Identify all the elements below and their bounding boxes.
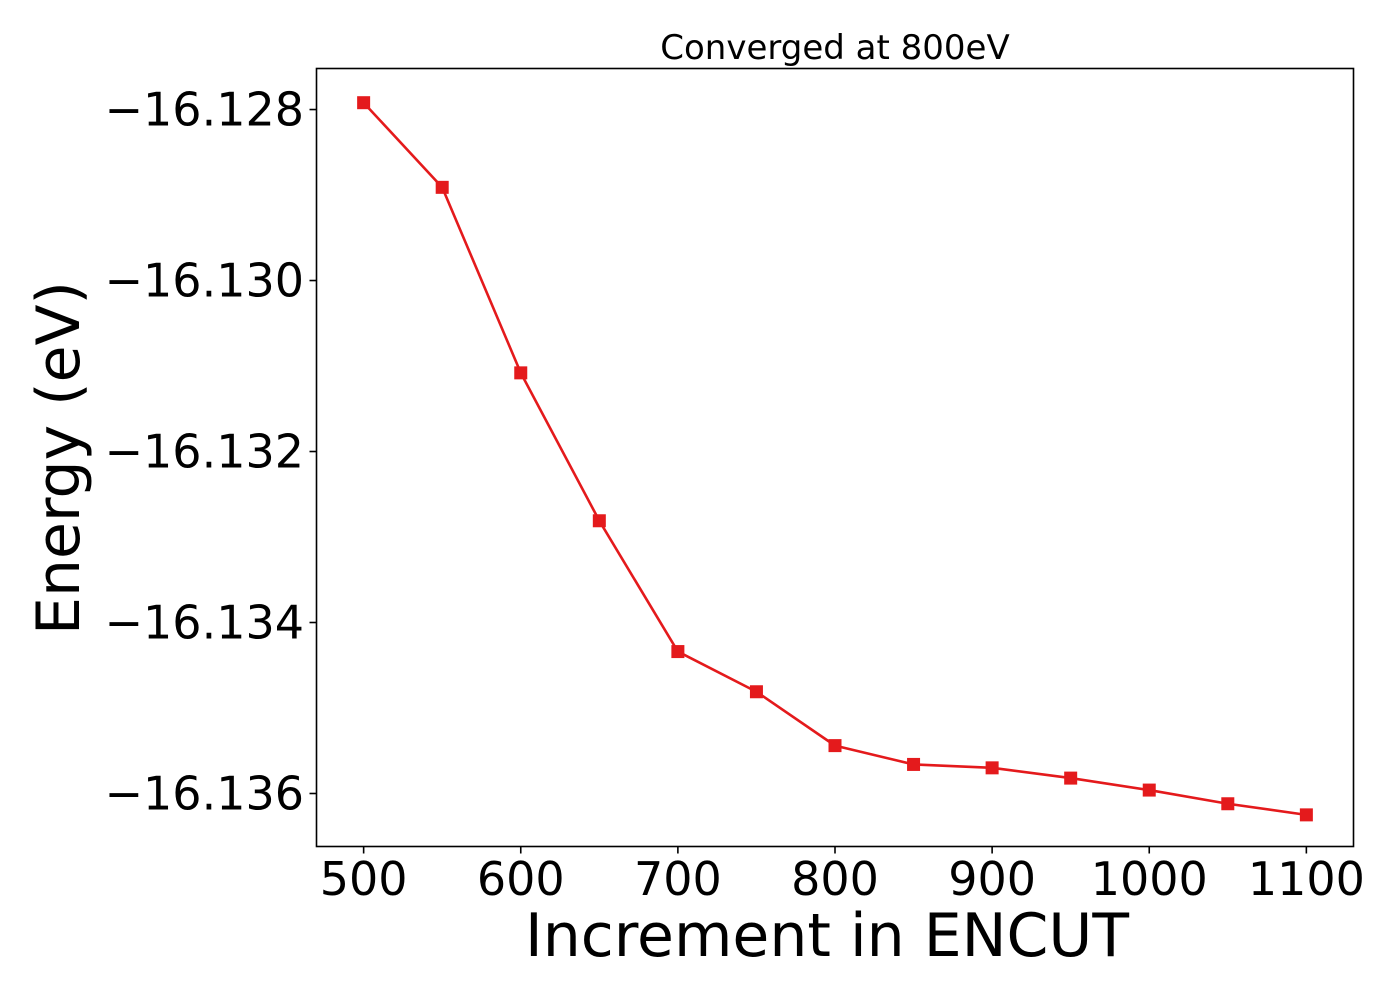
x-tick-label: 600 bbox=[477, 852, 565, 906]
x-axis-label: Increment in ENCUT bbox=[525, 901, 1129, 971]
data-point-marker bbox=[592, 514, 606, 528]
data-point-marker bbox=[1299, 808, 1313, 822]
plot-series bbox=[357, 96, 1313, 822]
y-axis-ticks: −16.128 −16.130 −16.132 −16.134 −16.136 bbox=[105, 83, 317, 820]
data-point-marker bbox=[514, 366, 528, 380]
data-point-marker bbox=[1142, 783, 1156, 797]
chart-title: Converged at 800eV bbox=[660, 28, 1009, 68]
data-point-marker bbox=[357, 96, 371, 110]
data-point-marker bbox=[749, 685, 763, 699]
plot-frame bbox=[315, 67, 1355, 848]
y-tick-label: −16.132 bbox=[105, 425, 305, 479]
x-tick-label: 1000 bbox=[1091, 852, 1208, 906]
y-tick-label: −16.128 bbox=[105, 83, 305, 137]
data-point-marker bbox=[828, 739, 842, 753]
data-point-marker bbox=[435, 180, 449, 194]
x-tick-label: 700 bbox=[634, 852, 722, 906]
data-point-marker bbox=[1221, 797, 1235, 811]
y-tick-label: −16.136 bbox=[105, 766, 305, 820]
data-point-marker bbox=[907, 757, 921, 771]
y-tick-label: −16.130 bbox=[105, 254, 305, 308]
data-point-marker bbox=[985, 761, 999, 775]
data-point-marker bbox=[1064, 771, 1078, 785]
x-axis-ticks: 500 600 700 800 900 1000 1100 bbox=[320, 846, 1365, 906]
y-axis-label: Energy (eV) bbox=[24, 281, 94, 635]
y-tick-label: −16.134 bbox=[105, 596, 305, 650]
data-point-marker bbox=[671, 645, 685, 659]
x-tick-label: 800 bbox=[791, 852, 879, 906]
x-tick-label: 1100 bbox=[1248, 852, 1365, 906]
x-tick-label: 500 bbox=[320, 852, 408, 906]
x-tick-label: 900 bbox=[948, 852, 1036, 906]
